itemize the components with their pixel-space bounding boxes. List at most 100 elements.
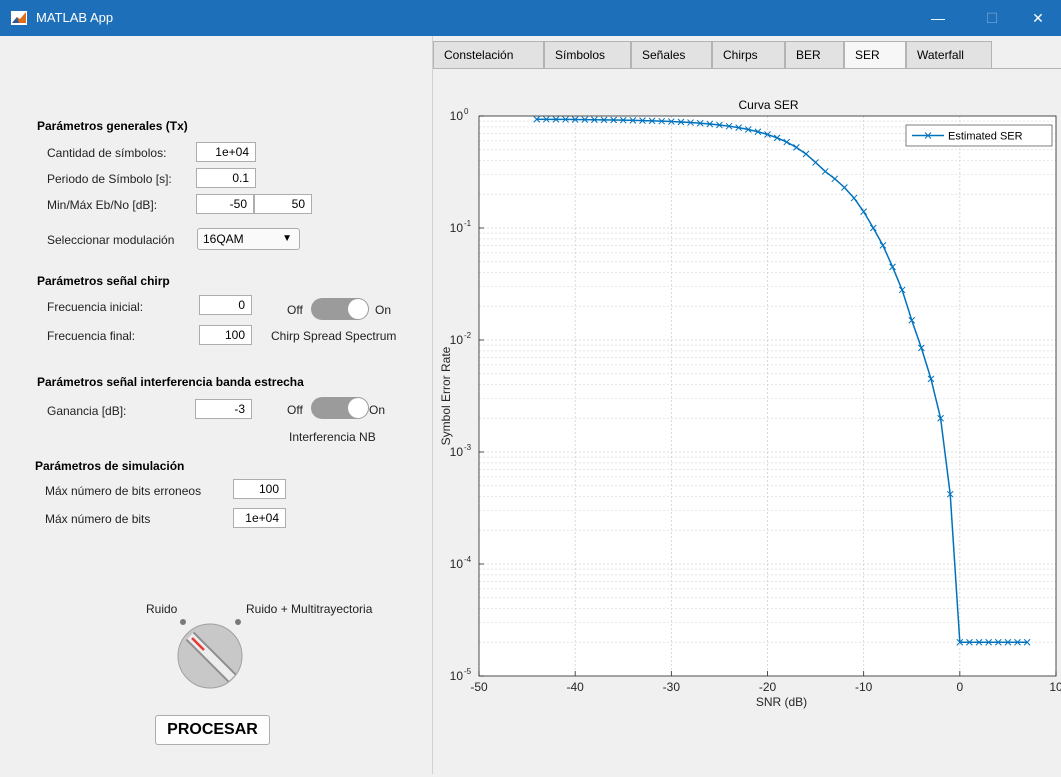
chirp-toggle-switch[interactable] xyxy=(311,298,369,320)
gain-label: Ganancia [dB]: xyxy=(47,404,127,418)
panel-divider xyxy=(432,36,433,774)
data-point-marker xyxy=(552,116,560,123)
chirp-switch-off-label: Off xyxy=(287,303,303,317)
marker-stroke xyxy=(985,638,993,646)
marker-stroke xyxy=(533,115,541,123)
tab-ser[interactable]: SER xyxy=(844,41,906,69)
marker-stroke xyxy=(1023,638,1031,646)
marker-stroke xyxy=(629,117,637,124)
marker-stroke xyxy=(850,194,858,202)
data-point-marker xyxy=(850,194,858,202)
max-bits-field[interactable]: 1e+04 xyxy=(233,508,286,528)
data-point-marker xyxy=(725,122,733,130)
modulation-dropdown[interactable]: 16QAM ▼ xyxy=(197,228,300,250)
minimize-button[interactable]: — xyxy=(931,10,945,26)
data-point-marker xyxy=(562,116,569,123)
knob-option-noise[interactable]: Ruido xyxy=(146,602,178,616)
marker-stroke xyxy=(831,175,839,183)
marker-stroke xyxy=(956,638,964,646)
marker-stroke xyxy=(687,119,694,126)
marker-stroke xyxy=(542,115,550,123)
marker-stroke xyxy=(706,120,714,128)
data-point-marker xyxy=(542,115,550,123)
marker-stroke xyxy=(754,128,762,136)
ebno-max-field[interactable]: 50 xyxy=(254,194,312,214)
tab-simbolos[interactable]: Símbolos xyxy=(544,41,631,68)
marker-stroke xyxy=(975,638,983,646)
nb-switch-on-label: On xyxy=(369,403,386,417)
data-point-marker xyxy=(1004,638,1012,646)
nb-switch-caption: Interferencia NB xyxy=(289,430,376,444)
data-point-marker xyxy=(985,638,993,646)
legend-marker xyxy=(924,132,932,139)
data-point-marker xyxy=(821,168,829,175)
marker-stroke xyxy=(1014,638,1021,646)
knob-option-noise-multipath[interactable]: Ruido + Multitrayectoria xyxy=(246,602,373,616)
data-point-marker xyxy=(696,119,704,127)
marker-stroke xyxy=(889,263,896,271)
max-errors-field[interactable]: 100 xyxy=(233,479,286,499)
marker-stroke xyxy=(908,316,916,324)
nb-switch-off-label: Off xyxy=(287,403,303,417)
data-point-marker xyxy=(533,115,541,123)
tab-ber[interactable]: BER xyxy=(785,41,844,68)
mode-selector-knob[interactable] xyxy=(170,612,250,692)
marker-stroke xyxy=(667,118,675,125)
marker-stroke xyxy=(927,375,935,383)
marker-stroke xyxy=(725,122,733,130)
chirp-params-heading: Parámetros señal chirp xyxy=(37,274,170,288)
data-point-marker xyxy=(744,126,752,133)
data-point-marker xyxy=(889,263,896,271)
tab-waterfall[interactable]: Waterfall xyxy=(906,41,992,68)
modulation-label: Seleccionar modulación xyxy=(47,233,175,247)
marker-stroke xyxy=(898,286,906,294)
chirp-switch-on-label: On xyxy=(375,303,392,317)
data-point-marker xyxy=(975,638,983,646)
marker-stroke xyxy=(581,116,589,123)
data-point-marker xyxy=(571,116,579,123)
close-button[interactable]: ✕ xyxy=(1032,10,1044,26)
data-point-marker xyxy=(860,208,868,215)
data-point-marker xyxy=(667,118,675,125)
process-button[interactable]: PROCESAR xyxy=(155,715,270,745)
marker-stroke xyxy=(821,168,829,175)
window-title: MATLAB App xyxy=(36,10,114,25)
marker-stroke xyxy=(783,138,791,146)
tab-chirps[interactable]: Chirps xyxy=(712,41,785,68)
x-tick-label: -20 xyxy=(759,680,777,694)
data-point-marker xyxy=(812,159,819,166)
nb-toggle-switch[interactable] xyxy=(311,397,369,419)
symbol-period-label: Periodo de Símbolo [s]: xyxy=(47,172,172,186)
interference-params-heading: Parámetros señal interferencia banda est… xyxy=(37,375,304,389)
general-params-heading: Parámetros generales (Tx) xyxy=(37,119,188,133)
data-point-marker xyxy=(927,375,935,383)
data-point-marker xyxy=(937,414,944,422)
tab-senales[interactable]: Señales xyxy=(631,41,712,68)
marker-stroke xyxy=(677,118,685,126)
data-point-marker xyxy=(639,117,646,124)
data-point-marker xyxy=(658,117,666,125)
marker-stroke xyxy=(600,116,608,124)
plot-panel: -50 -40 -30 -20 -10 0 10 10 0 10 -1 10 -2 10 -3 10 -4 10-… xyxy=(433,68,1061,775)
ebno-min-field[interactable]: -50 xyxy=(196,194,254,214)
symbol-period-field[interactable]: 0.1 xyxy=(196,168,256,188)
gain-field[interactable]: -3 xyxy=(195,399,252,419)
tab-constelacion[interactable]: Constelación xyxy=(433,41,544,68)
x-tick-label: -30 xyxy=(663,680,681,694)
maximize-button[interactable]: ☐ xyxy=(985,10,999,26)
marker-stroke xyxy=(879,241,887,249)
y-tick-label: 10 xyxy=(450,221,464,235)
tab-bar: Constelación Símbolos Señales Chirps BER… xyxy=(433,41,1061,69)
start-freq-field[interactable]: 0 xyxy=(199,295,252,315)
marker-stroke xyxy=(639,117,646,124)
dropdown-arrow-icon: ▼ xyxy=(282,233,292,244)
data-point-marker xyxy=(879,241,887,249)
y-tick-label: 10 xyxy=(450,669,464,683)
end-freq-field[interactable]: 100 xyxy=(199,325,252,345)
marker-stroke xyxy=(735,124,743,132)
data-point-marker xyxy=(908,316,916,324)
data-point-marker xyxy=(648,117,656,125)
num-symbols-field[interactable]: 1e+04 xyxy=(196,142,256,162)
marker-stroke xyxy=(918,344,925,352)
